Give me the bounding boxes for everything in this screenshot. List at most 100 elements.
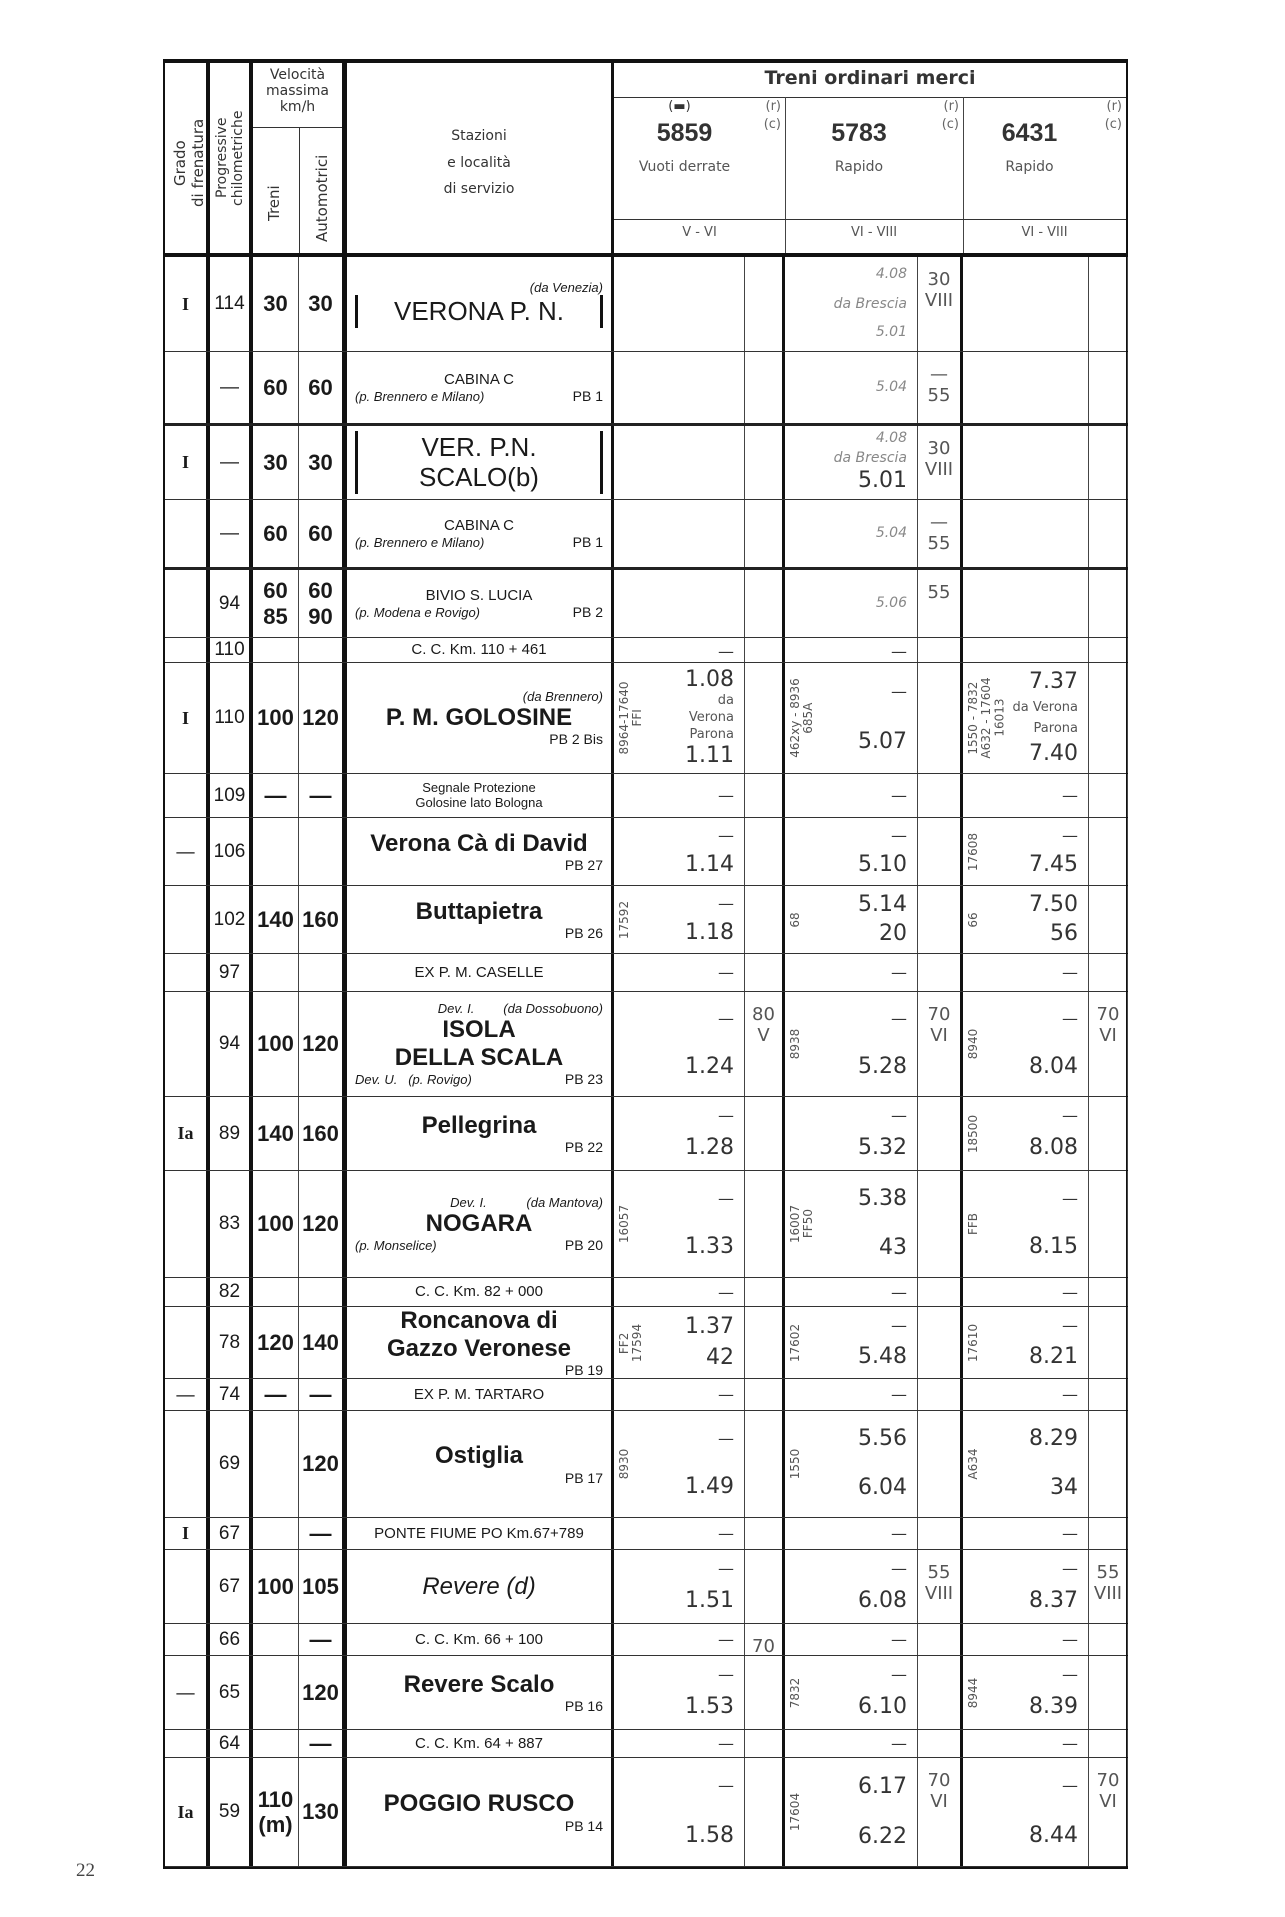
train-time: 1.51 <box>685 1588 734 1614</box>
train-cell-2: — <box>963 1730 1089 1757</box>
grade-cell: — <box>165 1656 210 1729</box>
no-stop-dash: — <box>1062 1106 1078 1126</box>
train-time: 6.17 <box>858 1773 907 1799</box>
train-time: 5.28 <box>858 1053 907 1079</box>
station-pb-code: PB 19 <box>564 1362 603 1378</box>
speed-treni-cell: — <box>253 774 299 817</box>
station-name: POGGIO RUSCO <box>383 1790 575 1818</box>
train-cell-2 <box>963 426 1089 499</box>
train-cell-2: — <box>963 1278 1089 1306</box>
station-cell: VER. P.N. SCALO(b) <box>347 426 614 499</box>
station-cell: Revere (d) <box>347 1550 614 1623</box>
train-speed-cell-0: 80 V <box>745 992 785 1096</box>
km-cell: 94 <box>210 992 253 1096</box>
train-speed-cell-1: 30 VIII <box>918 426 963 499</box>
train-time: 6.08 <box>858 1588 907 1614</box>
grade-cell <box>165 954 210 991</box>
no-stop-dash: — <box>718 1524 734 1543</box>
speed-auto-cell: — <box>299 1379 347 1410</box>
no-stop-dash: — <box>891 786 907 805</box>
train-speed-value: 70 <box>1096 1004 1120 1025</box>
no-stop-dash: — <box>718 1009 734 1029</box>
km-cell: 114 <box>210 257 253 351</box>
speed-auto-cell: 120 <box>299 1411 347 1517</box>
train-speed-cell-2 <box>1089 1656 1128 1729</box>
no-stop-dash: — <box>891 1734 907 1753</box>
train-speed-cell-2 <box>1089 774 1128 817</box>
train-speed-cell-1 <box>918 1307 963 1378</box>
train-speed-cell-2 <box>1089 1379 1128 1410</box>
table-row: 69 120 Ostiglia PB 17 8930 — 1.49 1550 5.56 6.04 A… <box>165 1411 1128 1518</box>
train-speed-value: 55 <box>1096 1562 1120 1583</box>
no-stop-dash: — <box>718 893 734 913</box>
train-cell-1: 5.04 <box>785 500 918 567</box>
train-cell-1: 68 5.14 20 <box>785 886 918 953</box>
speed-treni-cell: 30 <box>253 426 299 499</box>
train-time: 8.15 <box>1029 1234 1078 1260</box>
station-cell: Verona Cà di David PB 27 <box>347 818 614 885</box>
station-cell: C. C. Km. 64 + 887 <box>347 1730 614 1757</box>
train-speed-cell-0 <box>745 1758 785 1866</box>
train-cell-1: — <box>785 1518 918 1549</box>
no-stop-dash: — <box>891 825 907 845</box>
train-speed-cell-1 <box>918 886 963 953</box>
station-name: Buttapietra <box>415 897 543 925</box>
no-stop-dash: — <box>1062 1734 1078 1753</box>
train-time: 43 <box>879 1235 907 1261</box>
no-stop-dash: — <box>891 1282 907 1302</box>
station-cell: CABINA C (p. Brennero e Milano) PB 1 <box>347 352 614 423</box>
train-speed-value: 55 <box>927 533 951 554</box>
station-name: C. C. Km. 64 + 887 <box>415 1734 543 1752</box>
no-stop-dash: — <box>1062 1630 1078 1649</box>
train-speed-cell-2 <box>1089 1171 1128 1277</box>
grade-cell: I <box>165 1518 210 1549</box>
train-time: 5.48 <box>858 1343 907 1369</box>
speed-treni-cell: 100 <box>253 663 299 773</box>
station-footer: Dev. U. (p. Rovigo) PB 23 <box>355 1071 603 1087</box>
train-speed-cell-0 <box>745 1411 785 1517</box>
station-cell: (da Venezia) VERONA P. N. <box>347 257 614 351</box>
no-stop-dash: — <box>1062 1188 1078 1208</box>
station-cell: Dev. I. (da Mantova) NOGARA (p. Monselice)… <box>347 1171 614 1277</box>
train-cell-0 <box>614 570 745 637</box>
no-stop-dash: — <box>1062 1385 1078 1404</box>
train-speed-cell-0 <box>745 1656 785 1729</box>
speed-auto-cell: 120 <box>299 1656 347 1729</box>
train-speed-cell-1 <box>918 638 963 662</box>
no-stop-dash: — <box>718 642 734 661</box>
speed-treni-cell <box>253 1411 299 1517</box>
km-cell: 97 <box>210 954 253 991</box>
speed-treni-cell <box>253 1624 299 1655</box>
train-speed-cell-1 <box>918 774 963 817</box>
train-connection-note: 17610 <box>966 1323 980 1362</box>
station-footer: (p. Brennero e Milano) PB 1 <box>355 534 603 550</box>
km-cell: 82 <box>210 1278 253 1306</box>
speed-auto-cell: 130 <box>299 1758 347 1866</box>
station-name: Segnale Protezione Golosine lato Bologna <box>415 779 543 810</box>
table-row: I 110 100 120 (da Brennero) P. M. GOLOSINE PB … <box>165 663 1128 774</box>
table-row: 97 EX P. M. CASELLE — — — <box>165 954 1128 992</box>
grade-cell <box>165 1171 210 1277</box>
speed-auto-cell: 30 <box>299 426 347 499</box>
train-note: Parona <box>689 727 734 743</box>
grade-cell <box>165 1624 210 1655</box>
train-connection-note: 1550 <box>788 1448 802 1480</box>
station-name: Verona Cà di David <box>370 829 588 857</box>
station-cell: POGGIO RUSCO PB 14 <box>347 1758 614 1866</box>
table-row: 78 120 140 Roncanova di Gazzo Veronese PB 19… <box>165 1307 1128 1379</box>
station-cell: Roncanova di Gazzo Veronese PB 19 <box>347 1307 614 1378</box>
km-cell: 67 <box>210 1518 253 1549</box>
km-cell: 74 <box>210 1379 253 1410</box>
train-speed-cell-2: 70 VI <box>1089 1758 1128 1866</box>
train-desc: Rapido <box>834 159 884 175</box>
station-pb-code: PB 16 <box>564 1698 603 1715</box>
speed-treni-cell <box>253 954 299 991</box>
train-time: 8.37 <box>1029 1588 1078 1614</box>
train-cell-0: — <box>614 1730 745 1757</box>
train-speed-cell-0 <box>745 818 785 885</box>
train-speed-cell-1 <box>918 1730 963 1757</box>
grade-cell <box>165 1411 210 1517</box>
grade-cell <box>165 570 210 637</box>
station-footer: PB 27 <box>355 857 603 873</box>
train-speed-cell-1 <box>918 663 963 773</box>
